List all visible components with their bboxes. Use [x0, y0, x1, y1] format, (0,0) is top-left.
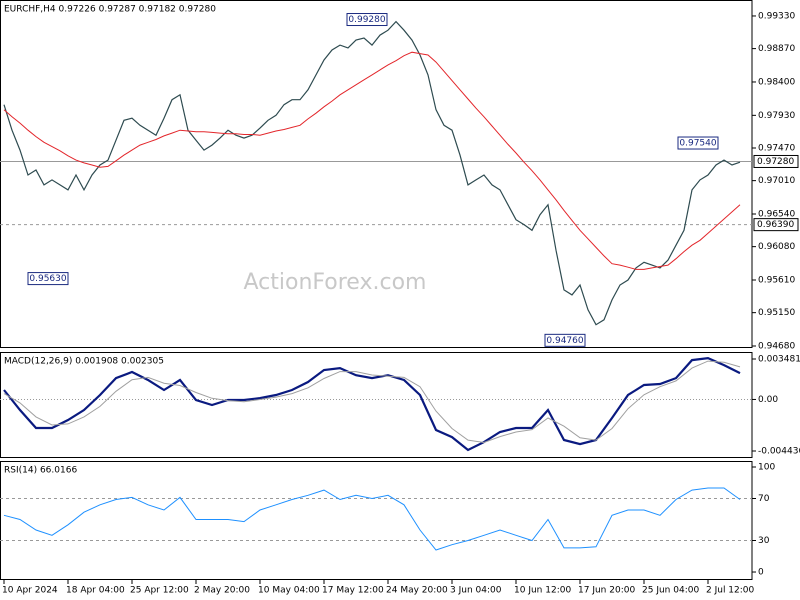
series-line [3, 20, 741, 326]
y-tick-label: 0.95150 [758, 308, 795, 318]
y-tick-label: 0.96540 [758, 209, 795, 219]
level-label: 0.96390 [757, 220, 794, 230]
x-tick-label: 18 Apr 04:00 [66, 586, 125, 596]
annotation-box [27, 272, 69, 286]
y-tick-label: 0.97470 [758, 143, 795, 153]
y-tick-label: 0.99330 [758, 11, 795, 21]
panel-border [0, 352, 753, 458]
annotation-box [346, 13, 388, 27]
y-tick-label: 0.96080 [758, 242, 795, 252]
y-tick-label: -0.004436 [758, 447, 800, 457]
y-tick-label: 0.97930 [758, 111, 795, 121]
x-tick-label: 17 Jun 20:00 [578, 586, 635, 596]
annotation-label: 0.99280 [348, 15, 385, 25]
annotation-label: 0.95630 [29, 274, 66, 284]
level-label: 0.97280 [757, 157, 794, 167]
level-box [753, 154, 799, 168]
x-tick-label: 10 Jun 12:00 [514, 586, 571, 596]
panel-title: MACD(12,26,9) 0.001908 0.002305 [4, 357, 164, 367]
annotation-box [544, 333, 586, 347]
y-tick-label: 0.00 [758, 395, 778, 405]
series-line [3, 360, 741, 444]
panel-title: RSI(14) 66.0166 [4, 466, 77, 476]
x-tick-label: 25 Jun 04:00 [642, 586, 699, 596]
y-tick-label: 0.97010 [758, 176, 795, 186]
x-tick-label: 10 May 04:00 [258, 586, 320, 596]
x-tick-label: 10 Apr 2024 [2, 586, 58, 596]
x-tick-label: 2 May 20:00 [194, 586, 250, 596]
panel-title: EURCHF,H4 0.97226 0.97287 0.97182 0.9728… [4, 5, 216, 15]
x-tick-label: 2 Jul 12:00 [706, 586, 755, 596]
x-tick-label: 24 May 20:00 [386, 586, 448, 596]
watermark: ActionForex.com [244, 270, 427, 295]
y-tick-label: 0.94680 [758, 342, 795, 352]
x-tick-label: 17 May 12:00 [322, 586, 384, 596]
y-tick-label: 0.003481 [758, 354, 800, 364]
panel-border [0, 461, 753, 580]
y-tick-label: 30 [758, 536, 770, 546]
y-tick-label: 0.98870 [758, 44, 795, 54]
annotation-label: 0.97540 [679, 139, 716, 149]
y-tick-label: 0 [758, 568, 764, 578]
level-box [753, 218, 799, 232]
series-line [3, 356, 741, 452]
x-tick-label: 3 Jun 04:00 [450, 586, 502, 596]
y-tick-label: 0.98400 [758, 77, 795, 87]
panel-border [0, 0, 753, 348]
y-tick-label: 100 [758, 462, 775, 472]
y-tick-label: 0.95610 [758, 276, 795, 286]
y-tick-label: 70 [758, 494, 770, 504]
x-tick-label: 25 Apr 12:00 [130, 586, 189, 596]
annotation-box [677, 136, 719, 150]
series-line [3, 487, 741, 551]
annotation-label: 0.94760 [546, 336, 583, 346]
series-line [3, 51, 741, 270]
